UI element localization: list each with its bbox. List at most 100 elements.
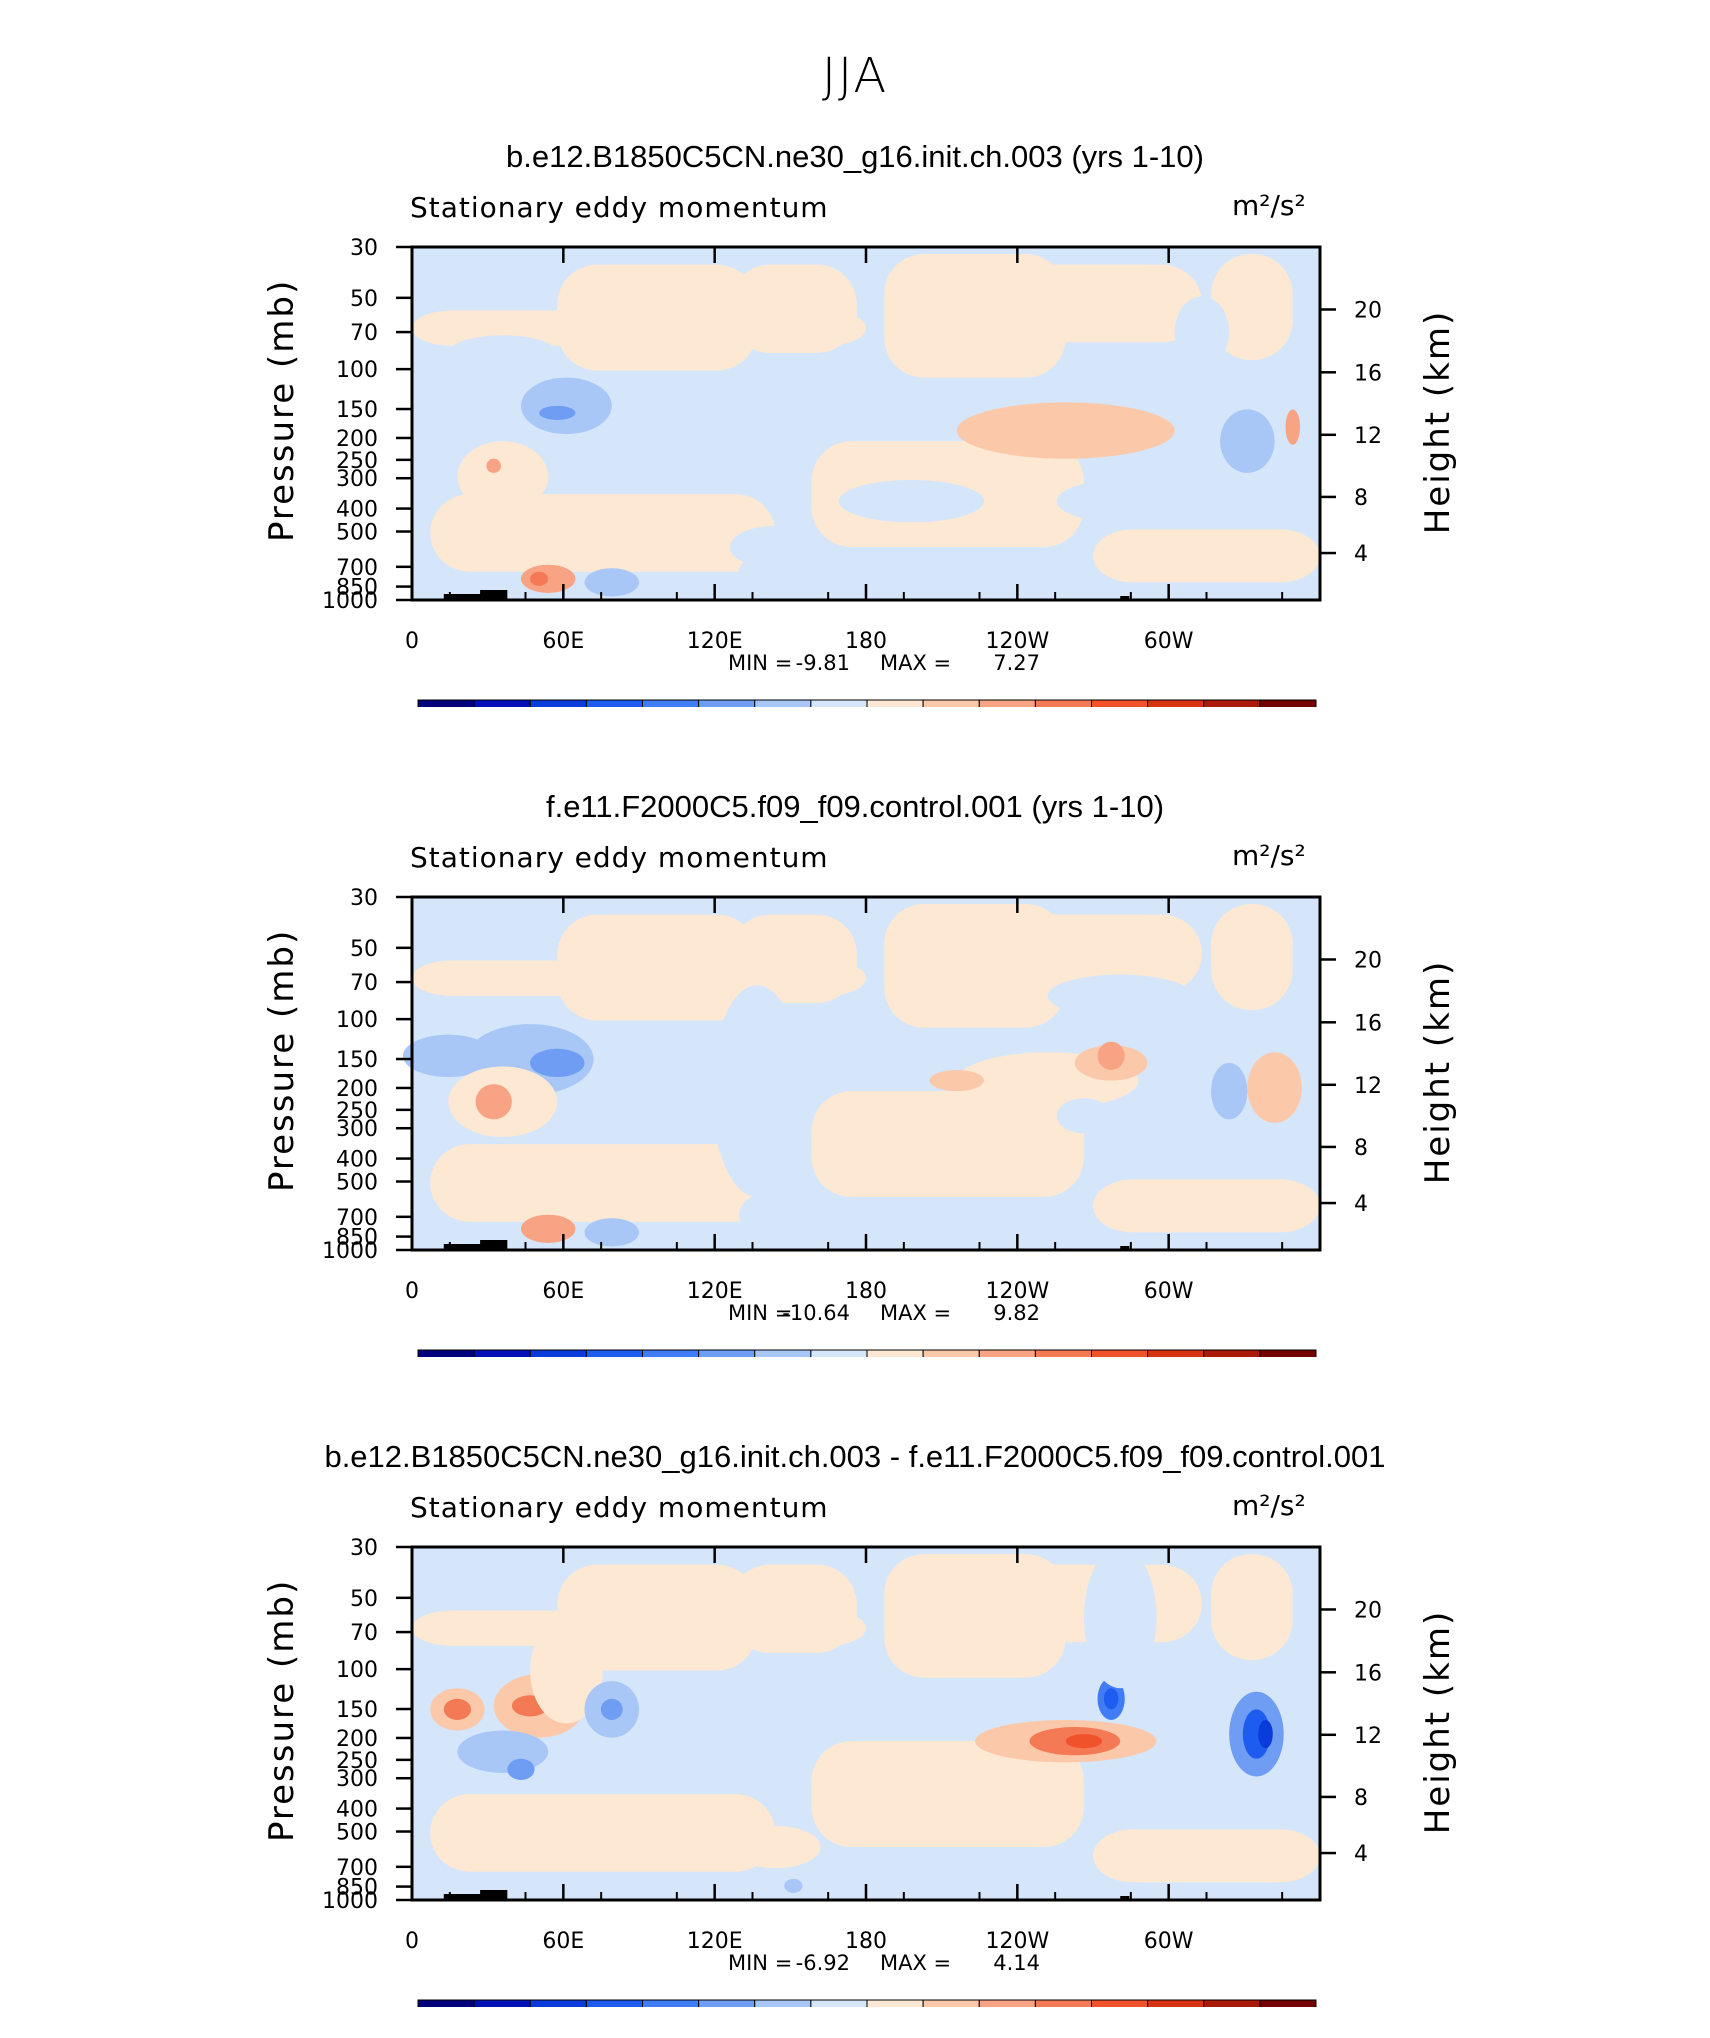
contour-region xyxy=(974,264,1202,343)
stat-max-label: MAX = xyxy=(880,1951,951,1975)
colorbar-cell xyxy=(529,699,587,707)
contour-blob xyxy=(1174,296,1230,368)
y-tick-label: 200 xyxy=(336,1727,378,1752)
contour-blob xyxy=(443,1698,472,1720)
stat-min-label: MIN = xyxy=(728,651,792,675)
contour-blob xyxy=(1056,1098,1112,1134)
y-tick-label: 50 xyxy=(350,1587,378,1612)
colorbar-cell xyxy=(1034,1999,1092,2007)
y-tick-label: 70 xyxy=(350,971,378,996)
colorbar-cell xyxy=(978,699,1036,707)
colorbar-cell xyxy=(866,1349,924,1357)
contour-region xyxy=(430,1144,776,1222)
y-tick-label: 1000 xyxy=(322,1239,378,1264)
stat-max-label: MAX = xyxy=(880,651,951,675)
colorbar-cell xyxy=(529,1349,587,1357)
colorbar-cell xyxy=(698,1349,756,1357)
contour-blob xyxy=(457,441,549,512)
colorbar-cell xyxy=(922,1999,980,2007)
contour-blob xyxy=(1083,1547,1157,1689)
contour-blob xyxy=(520,1214,576,1243)
y-tick-label: 1000 xyxy=(322,1889,378,1914)
y-tick-label: 1000 xyxy=(322,589,378,614)
stat-min: -6.92 xyxy=(796,1951,850,1975)
y-tick-label: 850 xyxy=(336,1876,378,1901)
colorbar-cell xyxy=(642,1999,700,2007)
y-tick-label: 200 xyxy=(336,1077,378,1102)
y2-tick-label: 20 xyxy=(1354,1598,1382,1623)
colorbar-cell xyxy=(698,1999,756,2007)
y2-tick-label: 4 xyxy=(1354,1842,1368,1867)
y2-tick-label: 8 xyxy=(1354,486,1368,511)
y-tick-label: 200 xyxy=(336,427,378,452)
x-tick-label: 120W xyxy=(985,1279,1049,1304)
panel-title: b.e12.B1850C5CN.ne30_g16.init.ch.003 (yr… xyxy=(506,139,1204,174)
contour-blob xyxy=(738,1186,848,1243)
colorbar-cell xyxy=(1203,699,1261,707)
y-tick-label: 500 xyxy=(336,1821,378,1846)
contour-blob xyxy=(507,1758,535,1780)
contour-blob xyxy=(457,1730,549,1773)
x-tick-label: 180 xyxy=(845,629,887,654)
x-tick-label: 60W xyxy=(1144,1279,1194,1304)
stat-max: 4.14 xyxy=(993,1951,1040,1975)
x-tick-label: 0 xyxy=(405,1279,419,1304)
colorbar-cell xyxy=(1091,1999,1149,2007)
contour-blob xyxy=(920,1769,1066,1819)
x-tick-label: 0 xyxy=(405,1929,419,1954)
stat-min-label: MIN = xyxy=(728,1301,792,1325)
stat-min: -10.64 xyxy=(782,1301,850,1325)
contour-blob xyxy=(1056,479,1184,523)
contour-blob xyxy=(584,1218,639,1247)
y2-tick-label: 12 xyxy=(1354,424,1382,449)
stat-max: 9.82 xyxy=(993,1301,1040,1325)
contour-blob xyxy=(520,377,612,435)
colorbar-cell xyxy=(585,1349,643,1357)
x-tick-label: 60E xyxy=(542,1929,584,1954)
x-tick-label: 120E xyxy=(687,1279,743,1304)
contour-region xyxy=(1093,1829,1320,1883)
contour-blob xyxy=(784,1878,803,1893)
colorbar-cell xyxy=(978,1349,1036,1357)
contour-region xyxy=(430,494,776,572)
y-tick-label: 50 xyxy=(350,287,378,312)
x-tick-label: 60E xyxy=(542,1279,584,1304)
variable-label: Stationary eddy momentum xyxy=(410,1491,829,1524)
contour-blob xyxy=(1002,412,1148,449)
contour-blob xyxy=(486,458,501,473)
contour-blob xyxy=(584,568,639,597)
contour-blob xyxy=(838,479,985,523)
colorbar-cell xyxy=(417,1999,475,2007)
x-tick-label: 120E xyxy=(687,1929,743,1954)
y-tick-label: 300 xyxy=(336,1767,378,1792)
contour-region xyxy=(412,1610,866,1646)
x-tick-label: 0 xyxy=(405,629,419,654)
contour-blob xyxy=(729,1825,821,1869)
colorbar-cell xyxy=(922,1349,980,1357)
y-tick-label: 250 xyxy=(336,1749,378,1774)
y-tick-label: 850 xyxy=(336,576,378,601)
y-tick-label: 100 xyxy=(336,1008,378,1033)
y2-tick-label: 4 xyxy=(1354,542,1368,567)
contour-blob xyxy=(1065,1734,1103,1749)
colorbar-cell xyxy=(642,1349,700,1357)
y-tick-label: 700 xyxy=(336,1206,378,1231)
units-label: m²/s² xyxy=(1232,839,1306,872)
y2-tick-label: 20 xyxy=(1354,948,1382,973)
contour-region xyxy=(1093,529,1320,583)
y-tick-label: 400 xyxy=(336,1798,378,1823)
colorbar-cell xyxy=(473,1349,531,1357)
x-tick-label: 180 xyxy=(845,1279,887,1304)
contour-blob xyxy=(600,1698,623,1720)
colorbar-cell xyxy=(754,699,812,707)
contour-blob xyxy=(448,335,558,371)
colorbar-cell xyxy=(922,699,980,707)
y2-tick-label: 20 xyxy=(1354,298,1382,323)
variable-label: Stationary eddy momentum xyxy=(410,191,829,224)
colorbar-cell xyxy=(585,1999,643,2007)
contour-blob xyxy=(1047,974,1193,1018)
colorbar-cell xyxy=(978,1999,1036,2007)
x-tick-label: 120E xyxy=(687,629,743,654)
colorbar-cell xyxy=(698,699,756,707)
